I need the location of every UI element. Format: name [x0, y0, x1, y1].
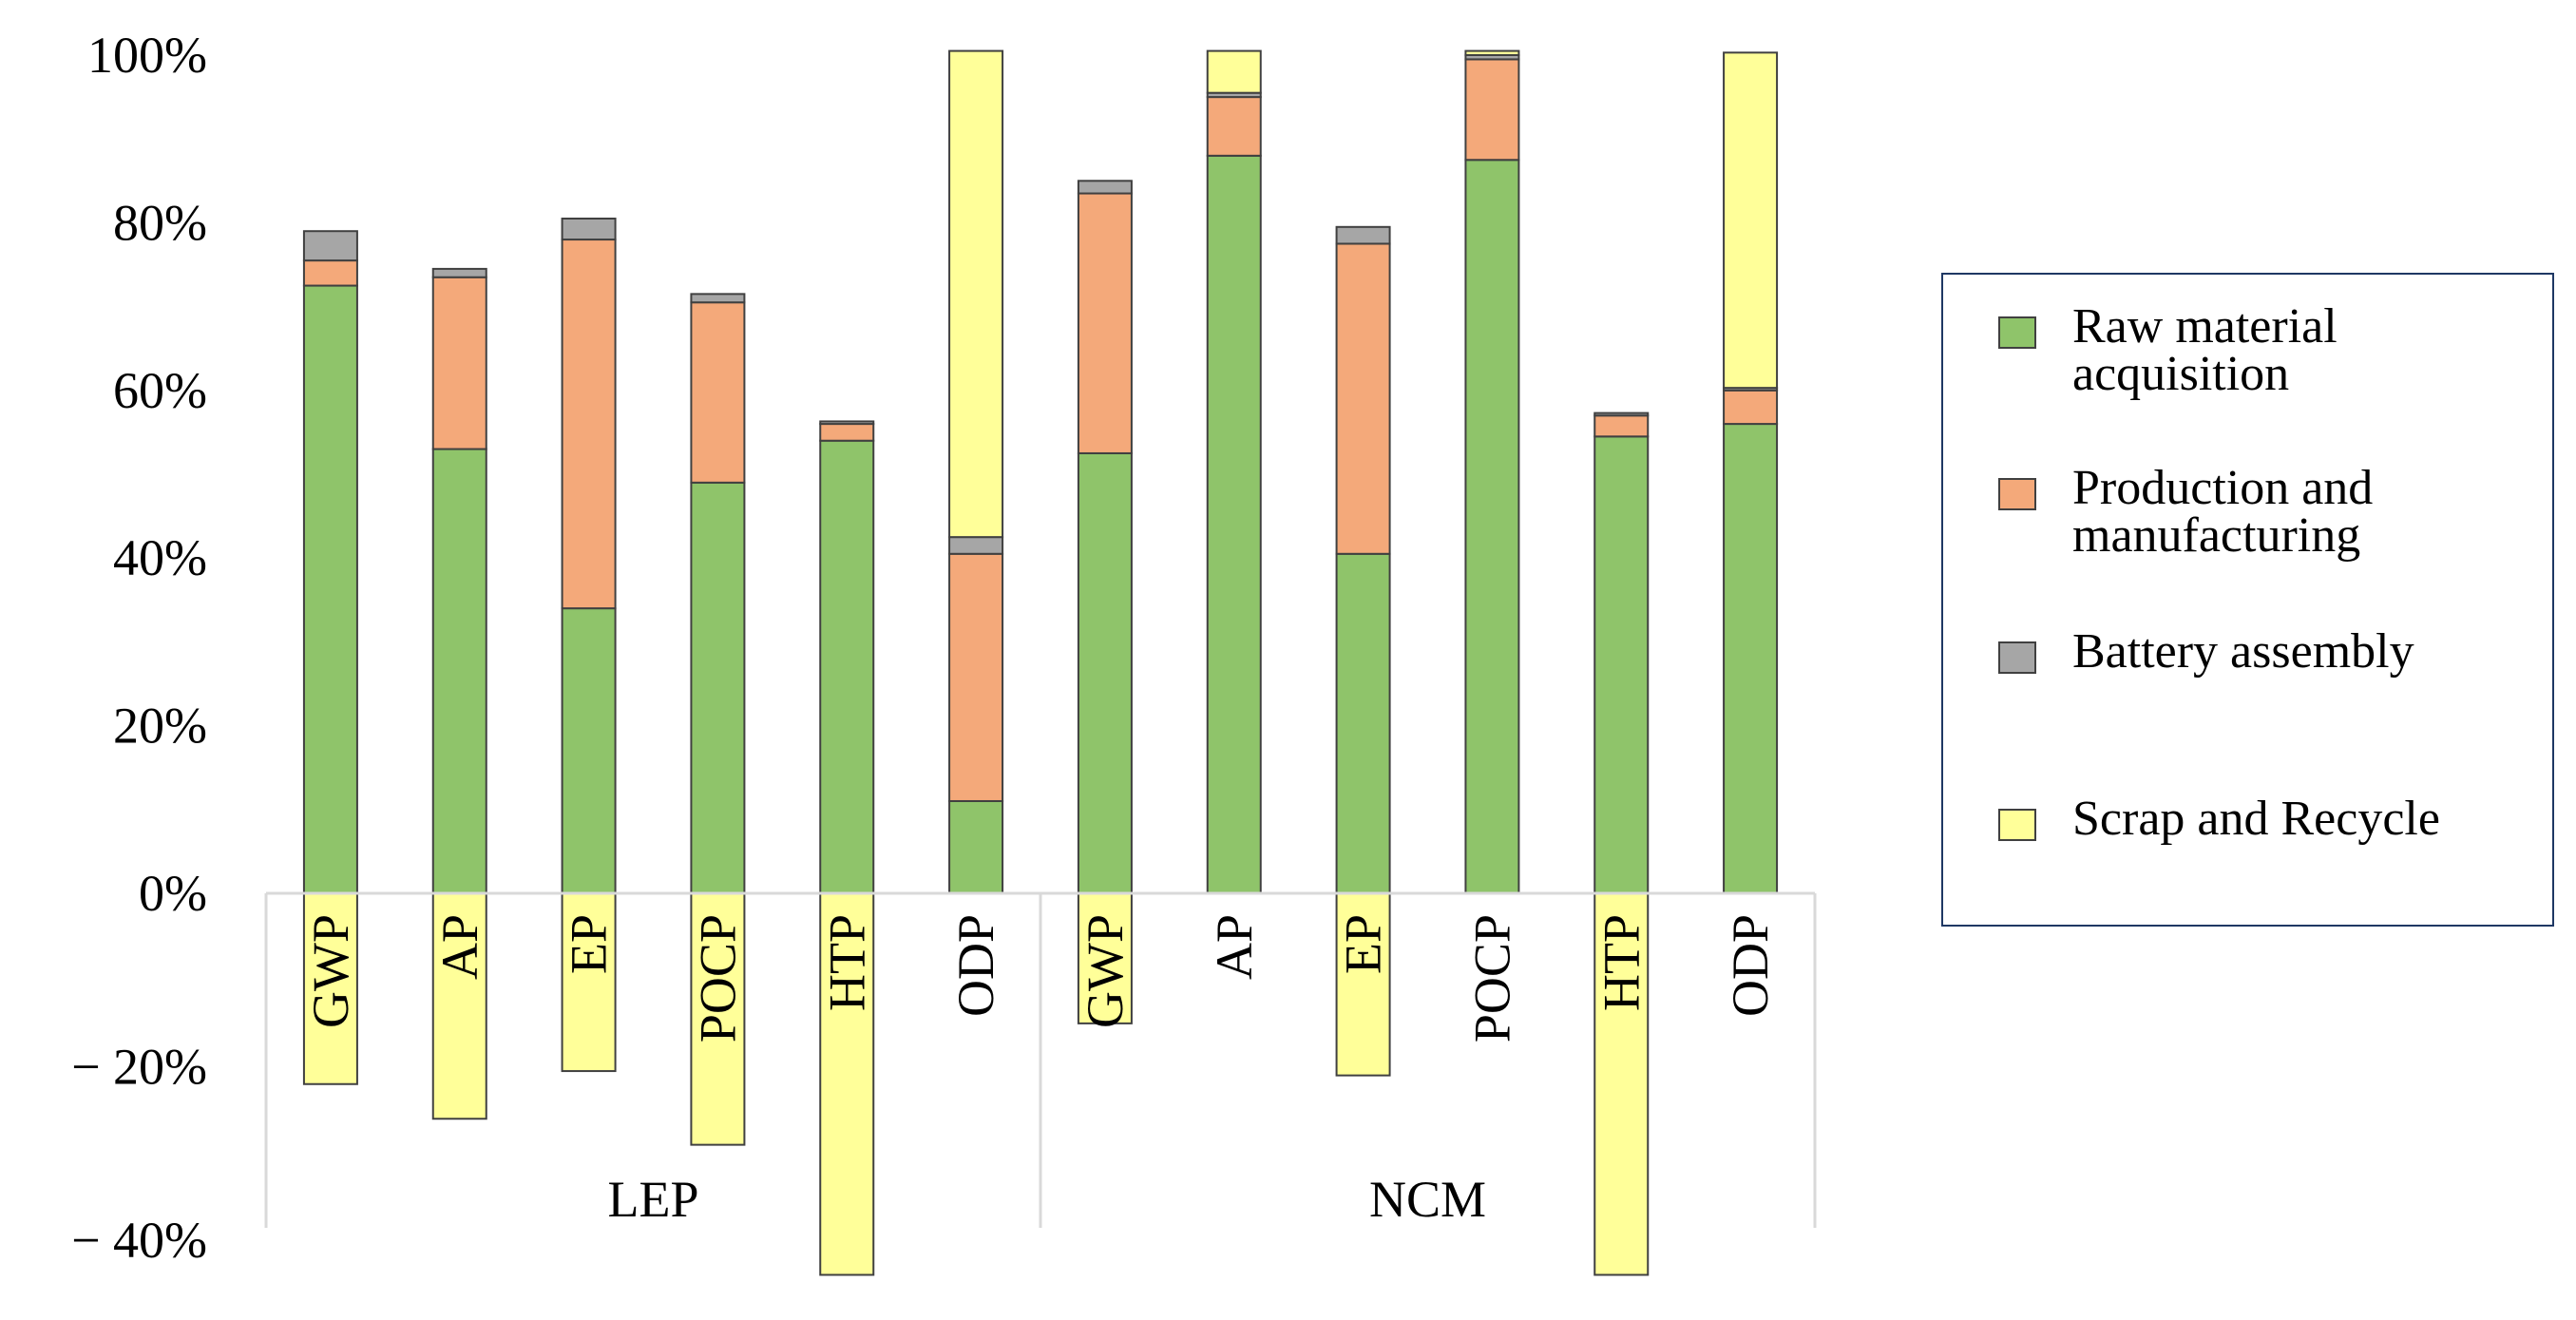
legend-label-production: Production and manufacturing	[2072, 461, 2374, 563]
bar-stacks	[302, 49, 1779, 1276]
legend-label-raw-material: Raw material acquisition	[2072, 299, 2337, 401]
bar-segment-production	[1464, 58, 1520, 162]
bar-segment-production	[302, 259, 358, 287]
group-label: LEP	[607, 1171, 698, 1228]
bar-segment-battery-assembly	[948, 536, 1004, 555]
category-label: ODP	[947, 914, 1004, 1017]
legend-swatch-raw-material	[1998, 316, 2036, 349]
bar-segment-production	[1077, 192, 1133, 454]
bar-segment-raw-material	[948, 799, 1004, 894]
bar-segment-scrap-recycle	[561, 892, 617, 1073]
bar-segment-raw-material	[1723, 423, 1779, 894]
category-label: GWP	[302, 914, 359, 1028]
bar-segment-scrap-recycle	[431, 892, 487, 1120]
category-label: AP	[1206, 914, 1263, 980]
bar-segment-battery-assembly	[819, 420, 875, 426]
bar-segment-production	[819, 423, 875, 442]
legend-item-production: Production and manufacturing	[1998, 461, 2528, 563]
bar-segment-scrap-recycle	[819, 892, 875, 1276]
category-labels: GWP AP EP POCP HTP ODP GWP AP EP POCP HTP ODP	[302, 914, 1779, 1043]
y-tick-label: 100%	[87, 27, 207, 84]
bar-segment-production	[1335, 242, 1391, 555]
category-label: HTP	[818, 914, 875, 1011]
legend-swatch-scrap-recycle	[1998, 809, 2036, 841]
legend-label-battery-assembly: Battery assembly	[2072, 624, 2414, 679]
legend-item-raw-material: Raw material acquisition	[1998, 299, 2528, 401]
category-label: ODP	[1722, 914, 1779, 1017]
legend-item-scrap-recycle: Scrap and Recycle	[1998, 792, 2528, 846]
bar-segment-raw-material	[431, 448, 487, 894]
bar-segment-raw-material	[819, 439, 875, 894]
bar-segment-raw-material	[1206, 154, 1262, 894]
bar-segment-raw-material	[561, 607, 617, 894]
bar-segment-raw-material	[1593, 435, 1650, 894]
bar-segment-battery-assembly	[1077, 180, 1133, 195]
bar-segment-raw-material	[1077, 451, 1133, 894]
bar-segment-production	[1206, 96, 1262, 157]
bar-segment-production	[948, 552, 1004, 802]
bar-segment-production	[1723, 389, 1779, 426]
bar-segment-raw-material	[1464, 159, 1520, 894]
legend-swatch-production	[1998, 478, 2036, 510]
bar-segment-scrap-recycle	[948, 49, 1004, 539]
bar-segment-battery-assembly	[1335, 225, 1391, 245]
bar-segment-scrap-recycle	[1723, 51, 1779, 390]
category-label: EP	[1335, 914, 1392, 974]
group-labels: LEP NCM	[607, 1171, 1486, 1228]
y-tick-label: 60%	[113, 362, 207, 419]
x-axis	[264, 891, 1817, 1228]
bar-segment-production	[1593, 414, 1650, 438]
y-tick-label: 20%	[113, 698, 207, 755]
category-label: EP	[561, 914, 618, 974]
legend-swatch-battery-assembly	[1998, 641, 2036, 674]
y-tick-label: 0%	[139, 865, 207, 922]
bar-segment-scrap-recycle	[1464, 49, 1520, 56]
bar-segment-production	[431, 276, 487, 450]
bar-segment-battery-assembly	[431, 267, 487, 278]
category-label: POCP	[689, 914, 746, 1043]
category-label: AP	[431, 914, 488, 980]
category-label: HTP	[1593, 914, 1650, 1011]
legend: Raw material acquisition Production and …	[1941, 273, 2554, 927]
y-tick-label: 80%	[113, 194, 207, 251]
bar-segment-raw-material	[690, 481, 746, 894]
bar-segment-battery-assembly	[302, 230, 358, 262]
legend-label-scrap-recycle: Scrap and Recycle	[2072, 792, 2440, 846]
bar-segment-battery-assembly	[690, 293, 746, 304]
y-tick-label: 40%	[113, 529, 207, 586]
y-tick-label: − 40%	[71, 1212, 207, 1269]
bar-segment-production	[561, 239, 617, 610]
bar-segment-raw-material	[302, 284, 358, 894]
legend-item-battery-assembly: Battery assembly	[1998, 624, 2528, 679]
y-tick-label: − 20%	[71, 1039, 207, 1096]
bar-segment-scrap-recycle	[690, 892, 746, 1146]
category-label: GWP	[1077, 914, 1134, 1028]
bar-segment-production	[690, 301, 746, 484]
group-label: NCM	[1369, 1171, 1486, 1228]
bar-segment-scrap-recycle	[1335, 892, 1391, 1077]
bar-segment-battery-assembly	[1593, 411, 1650, 417]
bar-segment-raw-material	[1335, 552, 1391, 894]
y-axis-tick-labels: 100% 80% 60% 40% 20% 0% − 20% − 40%	[71, 27, 207, 1269]
bar-segment-battery-assembly	[561, 217, 617, 241]
category-label: POCP	[1463, 914, 1520, 1043]
bar-segment-scrap-recycle	[1206, 49, 1262, 94]
